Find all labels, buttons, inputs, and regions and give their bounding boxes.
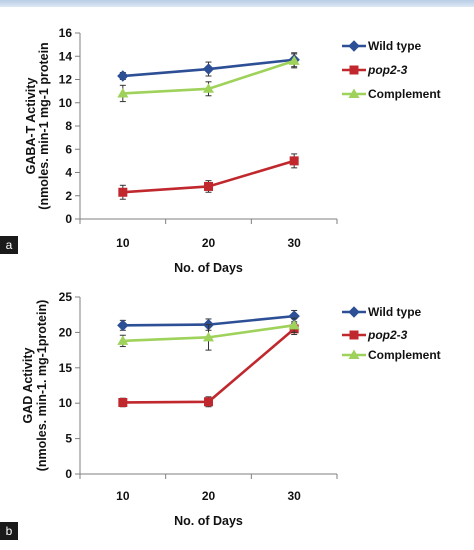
legend-marker (348, 40, 360, 52)
panel-tag-box (0, 522, 18, 540)
y-tick-label: 14 (59, 49, 73, 63)
y-tick-label: 16 (59, 26, 73, 40)
y-tick-label: 25 (59, 290, 73, 304)
data-point (288, 55, 300, 65)
data-point (117, 70, 129, 82)
x-tick-label: 10 (116, 489, 130, 503)
legend-marker (348, 306, 360, 318)
data-point (117, 319, 129, 332)
panel-tag-label: b (6, 524, 13, 538)
x-tick-label: 10 (116, 236, 130, 250)
data-point (117, 87, 129, 98)
x-axis-title: No. of Days (174, 261, 243, 275)
data-point (118, 187, 128, 197)
x-tick-label: 30 (287, 236, 301, 250)
legend-marker (348, 88, 360, 98)
data-point (203, 331, 214, 342)
y-tick-label: 8 (65, 119, 72, 133)
y-tick-label: 12 (59, 73, 73, 87)
y-tick-label: 10 (59, 396, 73, 410)
data-point (289, 156, 299, 166)
legend-label: Complement (368, 87, 441, 101)
top-banner-strip (0, 0, 474, 7)
y-tick-label: 5 (65, 432, 72, 446)
legend-marker (349, 330, 359, 340)
data-point (204, 181, 213, 191)
y-tick-label: 6 (65, 142, 72, 156)
x-tick-label: 20 (202, 236, 216, 250)
panel-tag-label: a (6, 238, 13, 252)
data-point (203, 83, 214, 93)
y-axis-title-line: (nmoles. min-1. mg-1protein) (35, 300, 49, 472)
panel-tag-box (0, 236, 18, 254)
legend-label: Complement (368, 348, 441, 362)
legend-label: pop2-3 (367, 328, 408, 342)
y-tick-label: 0 (65, 467, 72, 481)
x-axis-title: No. of Days (174, 514, 243, 528)
y-axis-title-line: GAD Activity (21, 347, 35, 423)
y-tick-label: 15 (59, 361, 73, 375)
data-point (288, 319, 300, 330)
y-axis-title-line: GABA-T Activity (24, 78, 38, 175)
data-point (202, 63, 215, 75)
x-tick-label: 20 (202, 489, 216, 503)
data-point (204, 397, 213, 407)
data-point (117, 335, 129, 345)
legend-label: Wild type (368, 39, 422, 53)
legend-label: Wild type (368, 305, 422, 319)
legend-label: pop2-3 (367, 63, 408, 77)
y-tick-label: 0 (65, 212, 72, 226)
y-tick-label: 4 (65, 166, 72, 180)
y-axis-title-line: (nmoles. min-1 mg-1 protein (37, 42, 51, 209)
legend-marker (349, 65, 359, 75)
y-tick-label: 10 (59, 96, 73, 110)
y-tick-label: 20 (59, 325, 73, 339)
chart-panel-b: 0 5 10 15 20 25 10 20 30 No. of Days GAD Activity(… (0, 290, 441, 540)
y-tick-label: 2 (65, 189, 72, 203)
data-point (118, 397, 128, 407)
x-tick-label: 30 (287, 489, 301, 503)
legend-marker (348, 349, 360, 359)
chart-panel-a: 0 2 4 6 8 10 12 14 16 10 20 30 No. of Days GABA-T Act… (0, 26, 441, 275)
